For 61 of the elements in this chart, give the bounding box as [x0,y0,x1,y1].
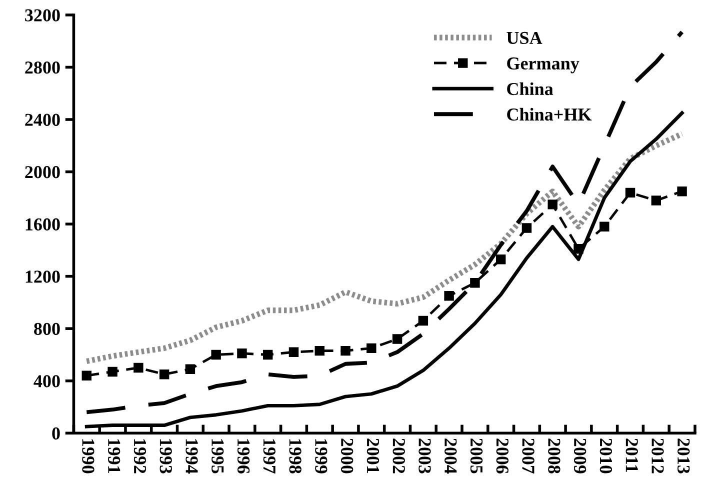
point [418,316,428,326]
x-tick-label: 1995 [212,439,224,474]
x-tick-label: 2000 [340,438,354,474]
point [444,291,454,301]
x-tick-label: 2005 [470,438,483,474]
point [237,348,247,358]
point [548,200,558,210]
x-tick-label: 2004 [444,438,457,474]
x-tick-label: 2009 [574,438,586,474]
point [340,346,350,356]
x-tick-label: 1992 [134,439,146,474]
y-tick-label: 1200 [26,270,60,283]
point [496,254,506,264]
x-tick-label: 1993 [160,439,172,474]
legend-label: Germany [507,57,580,74]
x-tick-label: 2011 [626,438,638,472]
y-tick-label: 800 [34,322,60,336]
point [82,370,92,380]
point [625,188,636,198]
x-tick-label: 1991 [108,439,120,474]
x-tick-label: 1998 [289,439,302,474]
point [134,362,144,373]
point [470,278,480,288]
x-tick-label: 1996 [237,439,250,474]
x-tick-label: 2007 [522,438,534,474]
x-tick-label: 1997 [263,439,276,474]
legend-label: USA [506,32,542,44]
point [314,346,324,356]
y-tick-label: 1600 [26,218,60,230]
x-tick-label: 2006 [496,438,508,474]
point [677,186,687,196]
x-tick-label: 2010 [600,438,612,474]
point [522,223,532,233]
x-tick-label: 2008 [548,438,560,474]
point [288,347,299,357]
x-tick-label: 1994 [186,439,198,474]
point [392,334,402,344]
y-tick-label: 2800 [25,62,60,74]
y-tick-label: 400 [34,375,60,388]
y-tick-label: 3200 [25,9,60,22]
y-tick-label: 2000 [25,166,60,178]
x-tick-label: 2002 [392,438,405,474]
x-tick-label: 1999 [315,439,328,474]
y-tick-label: 2400 [25,114,60,126]
x-tick-label: 1990 [82,439,94,474]
line-series [84,30,684,414]
point [211,350,221,360]
x-tick-label: 2001 [366,438,380,474]
x-tick-label: 2013 [678,438,690,474]
point [366,343,376,354]
point [108,366,118,377]
x-tick-label: 2003 [418,438,431,474]
point [262,350,273,360]
x-tick-label: 2012 [652,438,664,474]
point [185,364,196,374]
legend-label: China [507,82,554,96]
point [600,222,610,232]
point [159,369,170,380]
legend-label: China+HK [507,108,592,121]
y-tick-label: 0 [52,427,60,440]
point [651,196,662,206]
